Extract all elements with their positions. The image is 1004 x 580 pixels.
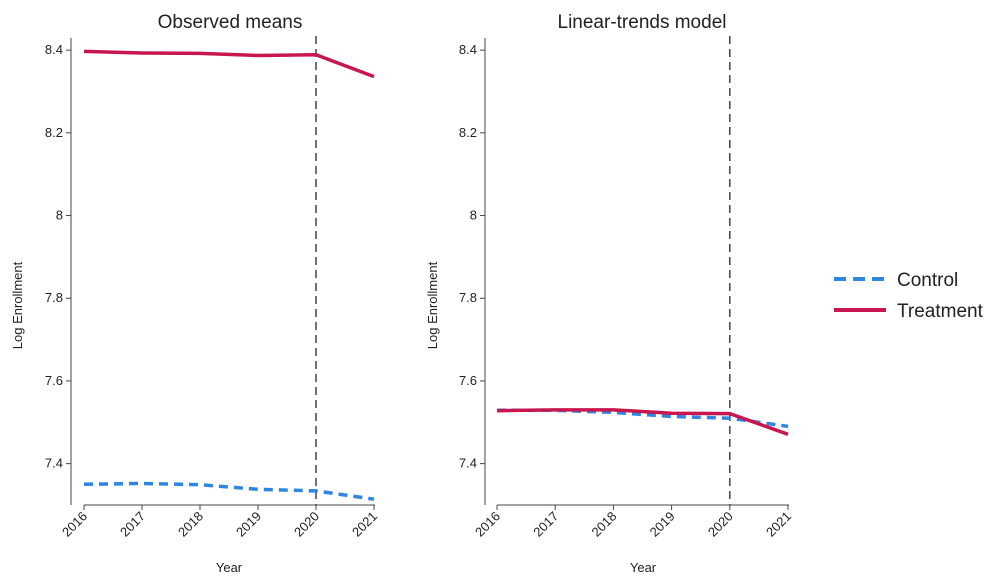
y-tick-label: 7.4	[45, 456, 63, 471]
y-tick-label: 7.8	[459, 290, 477, 305]
y-axis-label: Log Enrollment	[425, 261, 440, 349]
x-tick-label: 2020	[705, 509, 736, 540]
chart-panel-1: Observed means 7.4 7.6 7.8 8 8.2 8.4 2016 2017 20…	[10, 12, 380, 575]
y-tick-label: 8	[56, 208, 63, 223]
x-tick-label: 2018	[175, 509, 206, 540]
y-tick-label: 8.4	[459, 42, 477, 57]
legend-label: Treatment	[897, 301, 984, 322]
x-tick-label: 2018	[588, 509, 619, 540]
y-tick-label: 7.6	[459, 373, 477, 388]
x-axis-label: Year	[630, 560, 657, 575]
x-tick-label: 2019	[233, 509, 264, 540]
chart-title: Observed means	[158, 12, 303, 33]
series-line-treatment	[496, 408, 789, 436]
y-tick-label: 8	[470, 208, 477, 223]
x-tick-label: 2021	[763, 509, 794, 540]
legend: Control Treatment	[834, 270, 984, 322]
x-axis-label: Year	[216, 560, 243, 575]
y-tick-label: 8.2	[459, 125, 477, 140]
x-tick-label: 2016	[59, 509, 90, 540]
x-tick-label: 2020	[291, 509, 322, 540]
y-tick-label: 7.4	[459, 456, 477, 471]
series-line-control	[83, 481, 375, 501]
y-tick-label: 7.6	[45, 373, 63, 388]
series-line-treatment	[83, 49, 375, 79]
x-tick-label: 2017	[117, 509, 148, 540]
x-tick-label: 2017	[530, 509, 561, 540]
x-tick-label: 2019	[647, 509, 678, 540]
y-axis-label: Log Enrollment	[10, 261, 25, 349]
legend-label: Control	[897, 270, 958, 291]
x-tick-label: 2016	[472, 509, 503, 540]
y-tick-label: 8.2	[45, 125, 63, 140]
y-tick-label: 8.4	[45, 42, 63, 57]
chart-panel-2: Linear-trends model 7.4 7.6 7.8 8 8.2 8.4 2016 2…	[425, 12, 794, 575]
chart-title: Linear-trends model	[558, 12, 727, 33]
x-tick-label: 2021	[349, 509, 380, 540]
y-tick-label: 7.8	[45, 290, 63, 305]
